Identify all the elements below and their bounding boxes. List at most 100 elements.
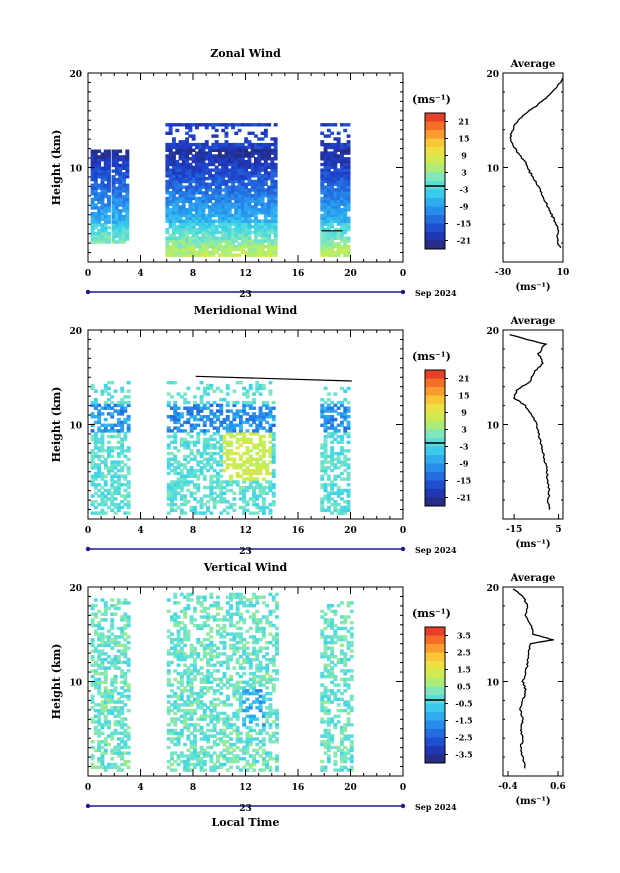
heatmap-cell xyxy=(333,137,338,141)
heatmap-cell xyxy=(114,240,119,244)
heatmap-cell xyxy=(244,208,249,212)
heatmap-cell xyxy=(252,420,256,425)
heatmap-cell xyxy=(270,142,275,147)
heatmap-cell xyxy=(254,162,258,167)
heatmap-cell xyxy=(343,168,348,172)
heatmap-cell xyxy=(261,500,266,504)
heatmap-cell xyxy=(343,505,348,510)
heatmap-cell xyxy=(248,652,253,656)
heatmap-cell xyxy=(263,202,268,206)
heatmap-cell xyxy=(238,708,243,713)
heatmap-cell xyxy=(232,480,237,484)
heatmap-cell xyxy=(181,174,186,178)
heatmap-cell xyxy=(185,154,189,158)
heatmap-cell xyxy=(343,199,348,203)
heatmap-cell xyxy=(212,415,217,419)
heatmap-cell xyxy=(93,604,98,608)
heatmap-cell xyxy=(178,168,183,172)
heatmap-cell xyxy=(261,443,266,447)
heatmap-cell xyxy=(90,169,95,173)
heatmap-cell xyxy=(107,454,111,459)
heatmap-cell xyxy=(225,417,230,422)
heatmap-cell xyxy=(110,689,115,693)
heatmap-cell xyxy=(261,762,266,767)
heatmap-cell xyxy=(93,451,98,456)
heatmap-cell xyxy=(103,502,108,507)
heatmap-cell xyxy=(247,228,252,232)
heatmap-cell xyxy=(176,426,181,430)
heatmap-cell xyxy=(267,162,272,167)
heatmap-cell xyxy=(263,171,268,175)
heatmap-cell xyxy=(330,449,335,453)
heatmap-cell xyxy=(186,711,191,716)
heatmap-cell xyxy=(238,466,243,470)
heatmap-cell xyxy=(252,604,256,608)
heatmap-cell xyxy=(111,226,116,230)
heatmap-cell xyxy=(326,483,331,487)
heatmap-cell xyxy=(320,423,325,427)
heatmap-cell xyxy=(255,737,260,741)
heatmap-cell xyxy=(346,176,351,181)
heatmap-cell xyxy=(217,245,222,249)
heatmap-cell xyxy=(346,171,351,175)
heatmap-cell xyxy=(208,151,212,155)
heatmap-cell xyxy=(245,400,250,405)
heatmap-cell xyxy=(214,165,219,169)
heatmap-cell xyxy=(330,211,335,215)
heatmap-cell xyxy=(231,216,235,220)
heatmap-cell xyxy=(323,423,328,427)
heatmap-cell xyxy=(323,426,328,430)
heatmap-cell xyxy=(186,409,191,413)
heatmap-cell xyxy=(323,466,328,470)
heatmap-cell xyxy=(225,432,230,436)
heatmap-cell xyxy=(199,502,204,507)
heatmap-cell xyxy=(254,233,258,238)
heatmap-cell xyxy=(268,446,273,450)
heatmap-cell xyxy=(270,157,275,161)
heatmap-cell xyxy=(122,214,126,219)
heatmap-cell xyxy=(189,468,194,473)
heatmap-cell xyxy=(333,151,338,155)
heatmap-cell xyxy=(229,765,233,769)
heatmap-cell xyxy=(271,731,276,735)
heatmap-cell xyxy=(118,226,123,230)
heatmap-cell xyxy=(244,162,249,167)
heatmap-cell xyxy=(222,742,227,747)
heatmap-cell xyxy=(107,497,111,501)
heatmap-cell xyxy=(189,652,194,656)
heatmap-cell xyxy=(93,483,98,487)
heatmap-cell xyxy=(320,502,325,507)
heatmap-cell xyxy=(238,417,243,422)
heatmap-cell xyxy=(235,621,240,625)
heatmap-cell xyxy=(195,176,199,181)
heatmap-cell xyxy=(232,694,237,699)
heatmap-cell xyxy=(93,632,98,636)
heatmap-cell xyxy=(107,466,111,470)
heatmap-cell xyxy=(111,175,116,179)
heatmap-cell xyxy=(204,176,209,181)
heatmap-cell xyxy=(271,677,276,682)
heatmap-cell xyxy=(93,434,98,439)
heatmap-cell xyxy=(120,708,125,713)
heatmap-cell xyxy=(333,159,338,164)
heatmap-cell xyxy=(186,595,191,599)
heatmap-cell xyxy=(111,152,116,156)
heatmap-cell xyxy=(273,228,278,232)
heatmap-cell xyxy=(330,468,335,473)
heatmap-cell xyxy=(93,415,98,419)
heatmap-cell xyxy=(191,191,196,195)
heatmap-cell xyxy=(225,463,230,467)
heatmap-cell xyxy=(225,423,230,427)
heatmap-cell xyxy=(260,222,265,226)
heatmap-cell xyxy=(242,406,247,410)
heatmap-cell xyxy=(261,748,266,752)
heatmap-cell xyxy=(206,460,210,464)
heatmap-cell xyxy=(222,720,227,724)
heatmap-cell xyxy=(240,196,245,201)
heatmap-cell xyxy=(113,720,118,724)
heatmap-cell xyxy=(216,754,220,758)
heatmap-cell xyxy=(261,655,266,659)
heatmap-cell xyxy=(93,660,98,665)
heatmap-cell xyxy=(90,437,95,442)
